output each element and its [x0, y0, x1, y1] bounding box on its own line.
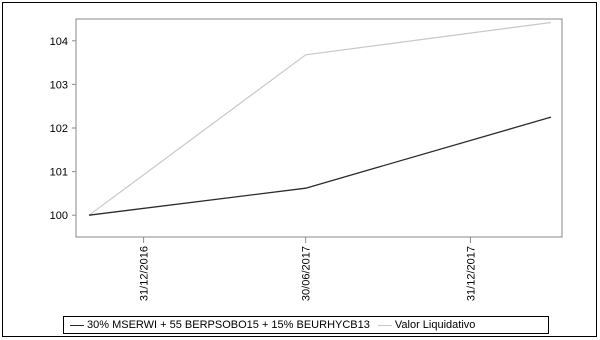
y-tick-label: 104	[50, 36, 68, 48]
legend-item-blend: 30% MSERWI + 55 BERPSOBO15 + 15% BEURHYC…	[70, 319, 370, 331]
y-tick-label: 100	[50, 210, 68, 222]
legend: 30% MSERWI + 55 BERPSOBO15 + 15% BEURHYC…	[63, 316, 549, 334]
plot-area	[75, 18, 563, 238]
series-line-1	[88, 21, 552, 216]
y-tick-label: 102	[50, 123, 68, 135]
series-line-0	[88, 116, 552, 216]
series-lines	[88, 21, 552, 216]
x-tick-label: 31/12/2017	[465, 246, 477, 301]
y-axis: 100 101 102 103 104	[50, 36, 76, 222]
legend-item-valor-liquidativo: Valor Liquidativo	[377, 319, 476, 331]
legend-swatch-valor-liquidativo	[377, 324, 392, 326]
x-tick-label: 30/06/2017	[301, 246, 313, 301]
legend-swatch-blend	[70, 324, 84, 326]
x-axis: 31/12/2016 30/06/2017 31/12/2017	[139, 237, 477, 301]
chart-frame	[2, 2, 597, 337]
y-tick-label: 103	[50, 79, 68, 91]
legend-label-blend: 30% MSERWI + 55 BERPSOBO15 + 15% BEURHYC…	[87, 319, 370, 331]
x-tick-label: 31/12/2016	[139, 246, 151, 301]
legend-label-valor-liquidativo: Valor Liquidativo	[394, 319, 476, 331]
y-tick-label: 101	[50, 167, 68, 179]
